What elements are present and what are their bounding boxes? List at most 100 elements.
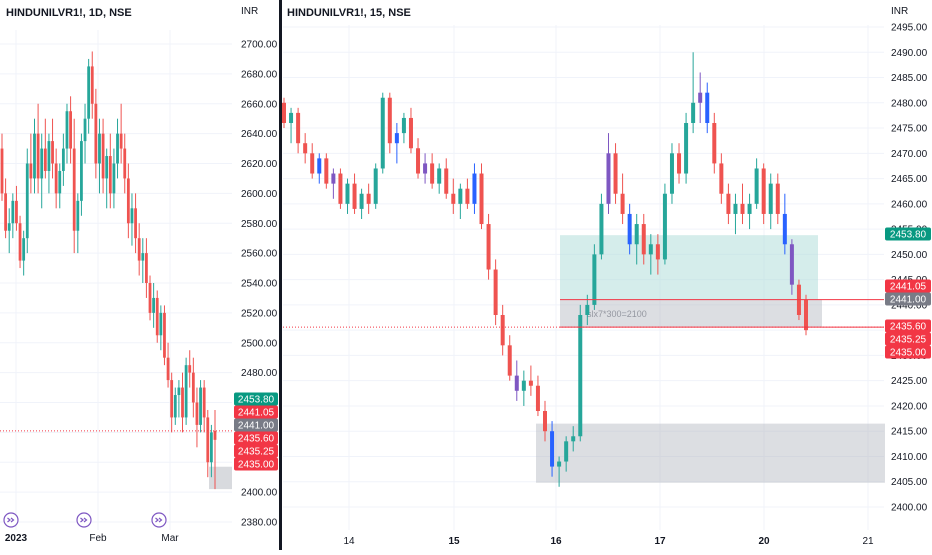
left-time-label: Mar (161, 533, 179, 544)
right-candle-body (373, 168, 378, 204)
demand-zone-lower[interactable] (536, 423, 885, 483)
event-markers[interactable] (3, 512, 167, 528)
left-candle-body (134, 208, 137, 239)
price-label-text: 2435.00 (238, 460, 275, 471)
price-label-text: 2435.60 (238, 434, 275, 445)
price-label-text: 2435.25 (890, 335, 927, 346)
price-label-text: 2435.25 (238, 447, 275, 458)
right-candle-body (472, 173, 477, 204)
right-candle-body (528, 380, 533, 386)
right-candle-body (338, 173, 343, 204)
right-candle-body (592, 254, 597, 305)
right-price-tick: 2470.00 (891, 149, 928, 160)
left-candle-body (25, 163, 29, 239)
left-zone-box[interactable] (209, 466, 232, 490)
left-candle-body (209, 432, 213, 463)
right-candle-body (394, 133, 399, 144)
left-candle-body (69, 111, 72, 149)
left-candle-body (87, 66, 91, 119)
right-price-tick: 2450.00 (891, 250, 928, 261)
right-candle-body (634, 224, 639, 245)
demand-zone-upper[interactable] (560, 235, 818, 300)
price-label-box (885, 279, 931, 293)
forward-arrow-circle-icon (3, 512, 19, 528)
left-time-axis[interactable]: 2023 Feb Mar (5, 533, 179, 544)
price-label-text: 2435.00 (890, 348, 927, 359)
right-candle-body (289, 112, 294, 123)
left-candlestick-series (0, 51, 217, 490)
price-label-text: 2441.00 (890, 295, 927, 306)
right-time-label: 14 (343, 536, 355, 547)
right-price-labels: 2453.80 2441.05 2441.00 2435.60 2435.25 2435.… (885, 227, 931, 359)
left-candle-body (47, 141, 51, 171)
right-candle-body (747, 203, 752, 214)
right-candle-body (726, 193, 731, 214)
left-candle-body (155, 297, 159, 336)
right-price-axis[interactable]: 2495.00 2490.00 2485.00 2480.00 2475.00 2470.… (891, 23, 928, 514)
left-candle-body (11, 200, 15, 224)
right-candle-body (521, 380, 526, 391)
right-time-axis[interactable]: 14 15 16 17 20 21 (343, 536, 874, 547)
right-candle-body (677, 153, 682, 174)
left-candle-body (130, 208, 134, 224)
left-candle-body (112, 163, 116, 194)
right-candle-body (430, 163, 435, 184)
left-candle-body (206, 417, 210, 463)
price-label-text: 2441.05 (238, 408, 275, 419)
left-candle-body (101, 133, 105, 179)
right-candle-body (557, 461, 562, 467)
forward-arrow-circle-icon (151, 512, 167, 528)
right-price-tick: 2485.00 (891, 73, 928, 84)
price-label-box (234, 392, 278, 406)
left-price-tick: 2380.00 (241, 518, 278, 529)
position-size-annotation: slx7*300=2100 (587, 309, 647, 319)
left-candle-body (98, 133, 101, 164)
stop-loss-zone[interactable] (560, 299, 822, 328)
right-candle-body (387, 97, 392, 144)
right-candle-body (606, 153, 611, 204)
left-candle-body (213, 430, 217, 440)
right-candle-body (366, 193, 371, 204)
right-price-tick: 2490.00 (891, 48, 928, 59)
right-candle-body (662, 193, 667, 260)
right-candle-body (282, 102, 286, 123)
right-candle-body (444, 168, 449, 194)
right-candle-body (620, 193, 625, 214)
right-time-label: 15 (448, 536, 460, 547)
left-candle-body (65, 111, 69, 149)
left-candle-body (4, 193, 8, 231)
forward-arrow-circle-icon (76, 512, 92, 528)
right-price-tick: 2420.00 (891, 401, 928, 412)
pane-divider[interactable] (279, 0, 282, 550)
right-candle-body (613, 153, 618, 194)
right-candle-body (317, 158, 322, 174)
right-candle-body (571, 436, 576, 442)
right-candle-body (669, 153, 674, 194)
left-candle-body (33, 133, 36, 179)
right-candle-body (493, 269, 498, 315)
left-candle-body (80, 141, 83, 201)
left-price-tick: 2680.00 (241, 69, 278, 80)
right-candle-body (719, 163, 724, 194)
left-price-tick: 2640.00 (241, 129, 278, 140)
price-label-box (234, 418, 278, 432)
right-time-label: 21 (862, 536, 874, 547)
price-label-box (885, 332, 931, 346)
right-candle-body (550, 431, 555, 467)
right-candle-body (331, 173, 336, 184)
forward-arrow-icon (155, 517, 163, 523)
price-label-box (234, 457, 278, 471)
left-price-tick: 2620.00 (241, 159, 278, 170)
price-label-box (885, 227, 931, 241)
right-candle-body (754, 168, 759, 204)
right-candle-body (684, 123, 689, 174)
right-candle-body (324, 158, 329, 184)
right-candle-body (303, 143, 308, 154)
left-price-tick: 2660.00 (241, 99, 278, 110)
left-candle-body (36, 133, 40, 179)
right-currency-label: INR (891, 6, 908, 17)
left-candle-body (116, 133, 119, 164)
left-candle-body (152, 297, 156, 313)
left-price-tick: 2700.00 (241, 40, 278, 51)
